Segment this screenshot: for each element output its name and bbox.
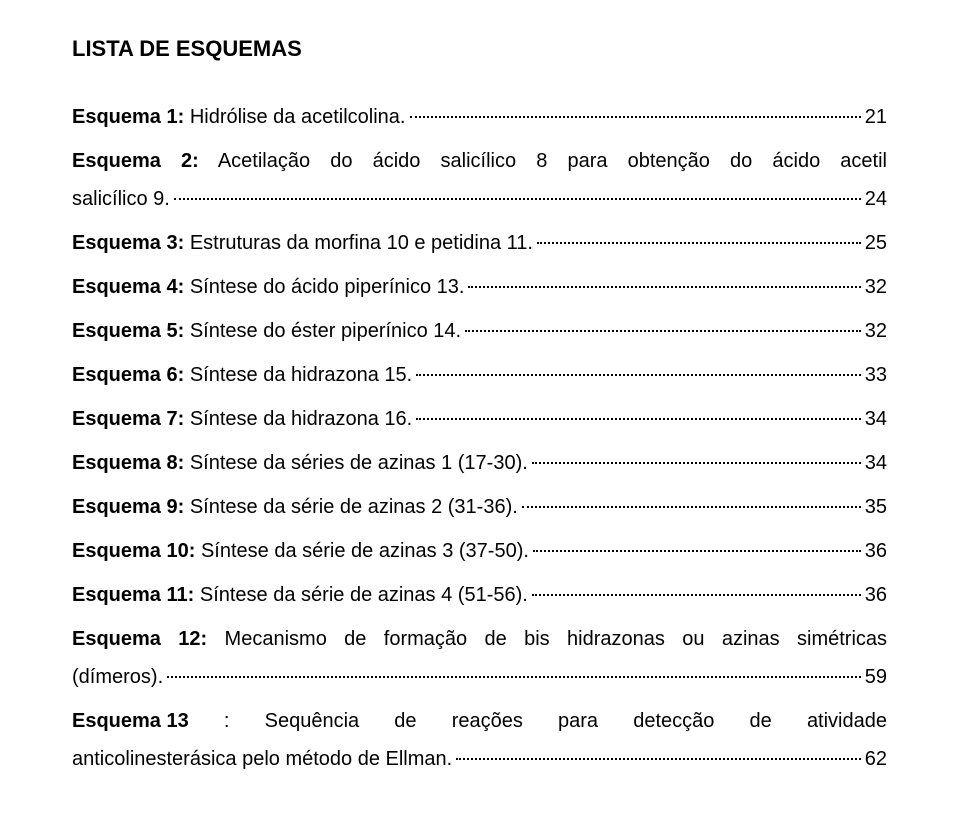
toc-entry-label: Esquema 6: Síntese da hidrazona 15. (72, 356, 412, 394)
toc-entry: Esquema 7: Síntese da hidrazona 16. 34 (72, 400, 887, 438)
toc-leader-dots (532, 594, 861, 596)
toc-entry-bold: Esquema 4: (72, 276, 184, 298)
toc-entry-word: de (750, 702, 772, 740)
toc-entry-bold: Esquema 8: (72, 452, 184, 474)
toc-entry-label: Esquema 8: Síntese da séries de azinas 1… (72, 444, 528, 482)
toc-entry-word: detecção (633, 702, 714, 740)
toc-entry-label: Esquema 10: Síntese da série de azinas 3… (72, 532, 529, 570)
toc-page-number: 62 (865, 740, 887, 778)
toc-entry: Esquema 4: Síntese do ácido piperínico 1… (72, 268, 887, 306)
toc-page-number: 34 (865, 444, 887, 482)
page-title: LISTA DE ESQUEMAS (72, 28, 887, 70)
toc-entry: Esquema 12: Mecanismo de formação de bis… (72, 620, 887, 696)
toc-leader-dots (537, 242, 861, 244)
toc-leader-dots (456, 758, 861, 760)
toc-entry: Esquema 13: Sequência de reações para detecçã… (72, 702, 887, 778)
toc-entry-label: Esquema 11: Síntese da série de azinas 4… (72, 576, 528, 614)
toc-leader-dots (167, 676, 861, 678)
toc-entry: Esquema 8: Síntese da séries de azinas 1… (72, 444, 887, 482)
toc-leader-dots (416, 418, 861, 420)
toc-entry: Esquema 10: Síntese da série de azinas 3… (72, 532, 887, 570)
toc-entry-text: Síntese do ácido piperínico 13. (184, 276, 464, 298)
toc-leader-dots (533, 550, 861, 552)
toc-entry-first-line: Esquema 2: Acetilação do ácido salicílic… (72, 142, 887, 180)
toc-entry-text: (dímeros). (72, 658, 163, 696)
toc-page-number: 32 (865, 268, 887, 306)
toc-entry: Esquema 11: Síntese da série de azinas 4… (72, 576, 887, 614)
toc-entry-word: reações (452, 702, 523, 740)
toc-entry-text: Estruturas da morfina 10 e petidina 11. (184, 232, 533, 254)
toc-entry-bold: Esquema 7: (72, 408, 184, 430)
toc-entry-label: Esquema 5: Síntese do éster piperínico 1… (72, 312, 461, 350)
toc-entry-first-line: Esquema 13: Sequência de reações para detecçã… (72, 702, 887, 740)
toc-entry-text: Síntese da série de azinas 3 (37-50). (195, 540, 529, 562)
toc-entry-bold: Esquema 10: (72, 540, 195, 562)
toc-entry-label: Esquema 3: Estruturas da morfina 10 e pe… (72, 224, 533, 262)
toc-entry-text: salicílico 9. (72, 180, 170, 218)
toc-page-number: 24 (865, 180, 887, 218)
toc-page-number: 32 (865, 312, 887, 350)
toc-entry-label: Esquema 1: Hidrólise da acetilcolina. (72, 98, 406, 136)
toc-entry-bold: Esquema 11: (72, 584, 194, 606)
toc-entry-bold: Esquema 9: (72, 496, 184, 518)
document-page: LISTA DE ESQUEMAS Esquema 1: Hidrólise d… (0, 0, 959, 824)
toc-entry-text: Síntese da série de azinas 2 (31-36). (184, 496, 518, 518)
toc-entry-text: Síntese da hidrazona 16. (184, 408, 412, 430)
toc-entry-label: Esquema 9: Síntese da série de azinas 2 … (72, 488, 518, 526)
toc-entry-word: : (224, 702, 230, 740)
toc-entry: Esquema 6: Síntese da hidrazona 15. 33 (72, 356, 887, 394)
toc-entry-text: Hidrólise da acetilcolina. (184, 106, 405, 128)
toc-entry-bold: Esquema 12: (72, 628, 207, 650)
toc-leader-dots (174, 198, 861, 200)
toc-leader-dots (416, 374, 861, 376)
toc-entry-text: Síntese da série de azinas 4 (51-56). (194, 584, 528, 606)
toc-entry-first-line: Esquema 12: Mecanismo de formação de bis… (72, 620, 887, 658)
toc-entry-bold: Esquema 3: (72, 232, 184, 254)
toc-entry-bold: Esquema 2: (72, 150, 199, 172)
toc-entry-text: anticolinesterásica pelo método de Ellma… (72, 740, 452, 778)
toc-entry-bold: Esquema 13 (72, 702, 189, 740)
toc-entry-text: Síntese da hidrazona 15. (184, 364, 412, 386)
toc-entry-bold: Esquema 5: (72, 320, 184, 342)
toc-entry-bold: Esquema 1: (72, 106, 184, 128)
toc-page-number: 21 (865, 98, 887, 136)
toc-list: Esquema 1: Hidrólise da acetilcolina.21E… (72, 98, 887, 778)
toc-entry-second-line: salicílico 9. 24 (72, 180, 887, 218)
toc-leader-dots (465, 330, 861, 332)
toc-entry-label: Esquema 4: Síntese do ácido piperínico 1… (72, 268, 464, 306)
toc-entry-second-line: (dímeros). 59 (72, 658, 887, 696)
toc-page-number: 36 (865, 576, 887, 614)
toc-entry-second-line: anticolinesterásica pelo método de Ellma… (72, 740, 887, 778)
toc-leader-dots (522, 506, 861, 508)
toc-entry: Esquema 1: Hidrólise da acetilcolina. 21 (72, 98, 887, 136)
toc-page-number: 35 (865, 488, 887, 526)
toc-page-number: 33 (865, 356, 887, 394)
toc-entry-word: atividade (807, 702, 887, 740)
toc-leader-dots (532, 462, 861, 464)
toc-entry-text: Síntese do éster piperínico 14. (184, 320, 461, 342)
toc-entry-word: de (394, 702, 416, 740)
toc-entry: Esquema 2: Acetilação do ácido salicílic… (72, 142, 887, 218)
toc-entry: Esquema 3: Estruturas da morfina 10 e pe… (72, 224, 887, 262)
toc-entry-word: para (558, 702, 598, 740)
toc-entry-word: Sequência (265, 702, 360, 740)
toc-page-number: 25 (865, 224, 887, 262)
toc-entry-text: Síntese da séries de azinas 1 (17-30). (184, 452, 528, 474)
toc-entry: Esquema 9: Síntese da série de azinas 2 … (72, 488, 887, 526)
toc-entry-bold: Esquema 6: (72, 364, 184, 386)
toc-page-number: 34 (865, 400, 887, 438)
toc-leader-dots (468, 286, 860, 288)
toc-entry: Esquema 5: Síntese do éster piperínico 1… (72, 312, 887, 350)
toc-entry-text: Mecanismo de formação de bis hidrazonas … (207, 628, 887, 650)
toc-entry-text: Acetilação do ácido salicílico 8 para ob… (199, 150, 887, 172)
toc-leader-dots (410, 116, 861, 118)
toc-entry-label: Esquema 7: Síntese da hidrazona 16. (72, 400, 412, 438)
toc-page-number: 36 (865, 532, 887, 570)
toc-page-number: 59 (865, 658, 887, 696)
